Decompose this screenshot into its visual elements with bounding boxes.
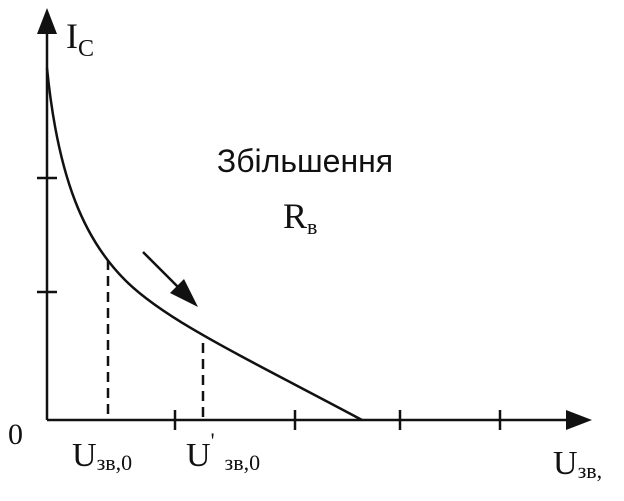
marker-label: Uзв,0 — [72, 437, 132, 475]
subscript: зв,0 — [225, 450, 261, 475]
annotation-line1: Збільшення — [217, 143, 393, 179]
symbol: U — [186, 437, 211, 474]
marker-label: U' зв,0 — [186, 428, 260, 475]
symbol: U — [72, 437, 97, 474]
y-axis-arrow — [37, 8, 57, 34]
subscript: C — [78, 36, 94, 62]
symbol: U — [553, 445, 578, 482]
origin-label: 0 — [8, 418, 23, 451]
x-axis-arrow — [566, 410, 592, 430]
direction-arrow — [142, 251, 184, 293]
subscript: в — [307, 214, 317, 239]
symbol: R — [283, 196, 307, 236]
curve — [45, 67, 363, 422]
subscript: зв,0 — [97, 450, 133, 475]
subscript: зв, — [578, 458, 603, 483]
direction-arrow-head — [170, 279, 198, 307]
y-axis-label: IC — [66, 16, 94, 62]
x-axis-label: Uзв, — [553, 445, 602, 483]
prime: ' — [211, 428, 215, 453]
ticks — [37, 176, 502, 430]
annotation-line2: Rв — [283, 196, 317, 239]
symbol: I — [66, 16, 78, 56]
